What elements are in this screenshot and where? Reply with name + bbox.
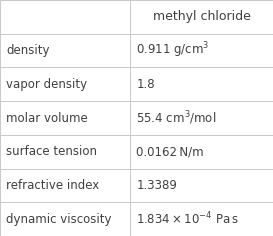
Text: 0.0162 N/m: 0.0162 N/m [136,145,204,158]
Text: dynamic viscosity: dynamic viscosity [6,213,111,226]
Text: surface tension: surface tension [6,145,97,158]
Text: $0.911\ \mathregular{g/cm}^3$: $0.911\ \mathregular{g/cm}^3$ [136,41,210,60]
Text: molar volume: molar volume [6,111,88,125]
Text: $1.834\times10^{-4}\ \mathregular{Pa\,s}$: $1.834\times10^{-4}\ \mathregular{Pa\,s}… [136,211,239,228]
Text: methyl chloride: methyl chloride [153,10,251,23]
Text: 1.3389: 1.3389 [136,179,177,192]
Text: 1.8: 1.8 [136,78,155,91]
Text: vapor density: vapor density [6,78,87,91]
Text: $55.4\ \mathregular{cm}^3\mathregular{/mol}$: $55.4\ \mathregular{cm}^3\mathregular{/m… [136,109,217,127]
Text: density: density [6,44,49,57]
Text: refractive index: refractive index [6,179,99,192]
